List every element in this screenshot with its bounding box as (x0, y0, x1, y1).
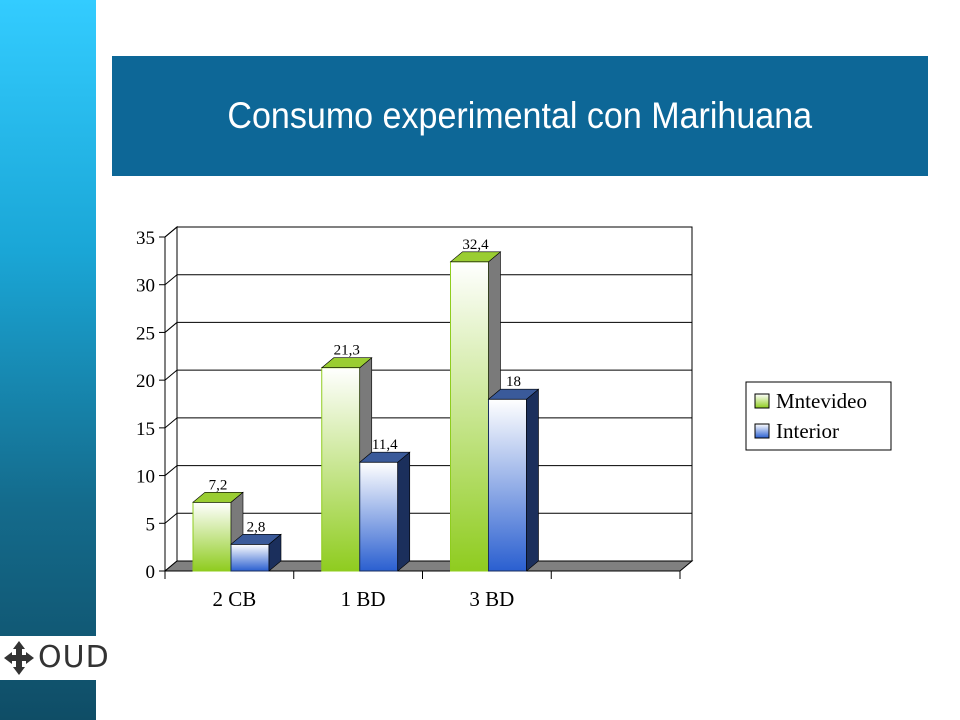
data-label: 2,8 (247, 519, 266, 535)
y-tick-label: 5 (146, 514, 156, 535)
legend-label: Interior (776, 419, 839, 443)
logo: OUD (0, 636, 109, 680)
logo-text: OUD (38, 640, 110, 675)
legend-swatch (754, 393, 770, 409)
y-tick-label: 20 (136, 371, 155, 392)
bar (488, 398, 527, 572)
data-label: 21,3 (334, 343, 360, 359)
data-label: 11,4 (372, 437, 398, 453)
bar (321, 367, 361, 572)
bar-top (449, 251, 502, 263)
bar-side (397, 451, 411, 572)
data-label: 18 (506, 374, 521, 390)
x-tick-label: 2 CB (212, 587, 256, 611)
x-tick-label: 1 BD (341, 587, 386, 611)
bar-chart: 0 5 10 15 20 25 30 35 2 CB 1 BD 3 BD 7,2 2,8 21,3 11,4… (136, 225, 892, 611)
gridline (164, 226, 692, 238)
gridline (164, 369, 692, 381)
plot-back-wall (176, 226, 693, 562)
bar-top (358, 451, 411, 463)
legend-label: Mntevideo (776, 389, 867, 413)
bar (359, 461, 399, 572)
y-tick-label: 30 (136, 276, 155, 297)
bar (450, 261, 489, 572)
y-tick-label: 15 (136, 419, 155, 440)
side-strip (0, 0, 96, 720)
title-bar: Consumo experimental con Marihuana (112, 56, 928, 176)
legend-swatch (754, 423, 770, 439)
bar-top (192, 491, 244, 503)
bar-top (320, 357, 373, 369)
gridline (164, 274, 692, 286)
data-label: 32,4 (462, 237, 489, 253)
bar-top (487, 388, 540, 400)
data-label: 7,2 (209, 477, 228, 493)
x-tick-label: 3 BD (469, 587, 514, 611)
bar-side (526, 388, 539, 572)
y-tick-label: 0 (146, 562, 156, 583)
bar-top (230, 533, 282, 545)
gridline (164, 321, 692, 333)
y-tick-label: 35 (136, 228, 155, 249)
bar (192, 501, 232, 572)
y-tick-label: 10 (136, 467, 155, 488)
four-arrows-icon (4, 641, 34, 675)
y-tick-label: 25 (136, 323, 155, 344)
plot-side-wall (164, 225, 178, 573)
legend (745, 381, 892, 451)
page-title: Consumo experimental con Marihuana (227, 95, 813, 136)
bar (230, 543, 270, 572)
